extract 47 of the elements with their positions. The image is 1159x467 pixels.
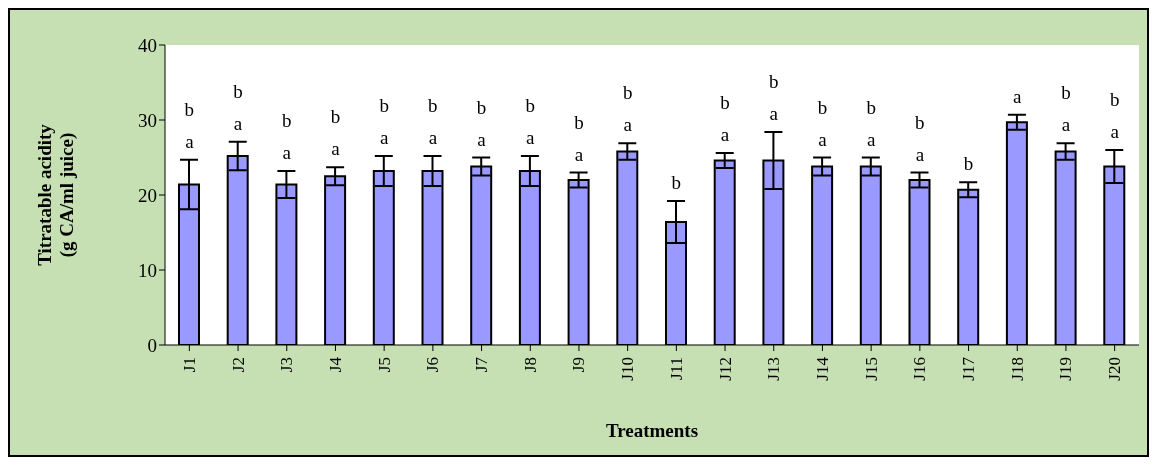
y-tick-label: 30 [138,109,157,131]
x-tick-label: J15 [861,357,881,381]
x-tick-label: J9 [569,357,589,373]
x-tick-label: J16 [910,357,930,381]
y-tick-label: 40 [138,34,157,56]
annotation: b a [1109,89,1120,142]
annotation: b a [622,82,633,136]
annotation: b a [817,96,828,150]
annotation: b a [330,106,341,160]
annotation: b a [866,96,876,150]
annotation: b a [1061,82,1071,136]
x-tick-label: J7 [472,356,492,373]
annotation: b a [184,98,195,152]
annotation: b [671,172,682,193]
annotation: b a [769,71,779,124]
x-tick-label: J4 [325,356,345,373]
annotation: b a [476,96,487,150]
annotation: b a [525,95,536,148]
x-tick-label: J12 [715,357,735,381]
x-tick-label: J5 [374,357,394,373]
x-tick-label: J3 [277,357,297,373]
x-tick-label: J10 [618,357,638,381]
annotation: b a [720,92,730,145]
y-tick-label: 10 [138,259,157,281]
x-tick-label: J20 [1105,357,1125,381]
y-tick-label: 0 [147,334,157,356]
x-axis-title: Treatments [605,420,699,441]
x-tick-label: J6 [423,357,443,373]
x-tick-label: J1 [179,357,199,373]
y-tick-label: 20 [138,184,157,206]
annotation: a [1013,85,1023,107]
annotation: b a [574,111,584,165]
x-tick-label: J13 [764,357,784,381]
x-tick-label: J11 [666,357,686,380]
x-tick-label: J18 [1007,357,1027,381]
annotation: b a [428,95,438,148]
annotation: b a [915,111,925,165]
annotation: b a [379,95,389,148]
x-tick-label: J2 [228,357,248,373]
x-tick-label: J8 [520,357,540,373]
x-tick-label: J17 [959,356,979,381]
y-axis-title: Titratable acidity (g CA/ml juice) [34,123,78,266]
annotation: b [963,153,974,175]
x-tick-label: J19 [1056,357,1076,381]
annotation: b a [282,110,292,163]
x-tick-label: J14 [812,356,832,381]
annotation: b a [233,80,243,134]
